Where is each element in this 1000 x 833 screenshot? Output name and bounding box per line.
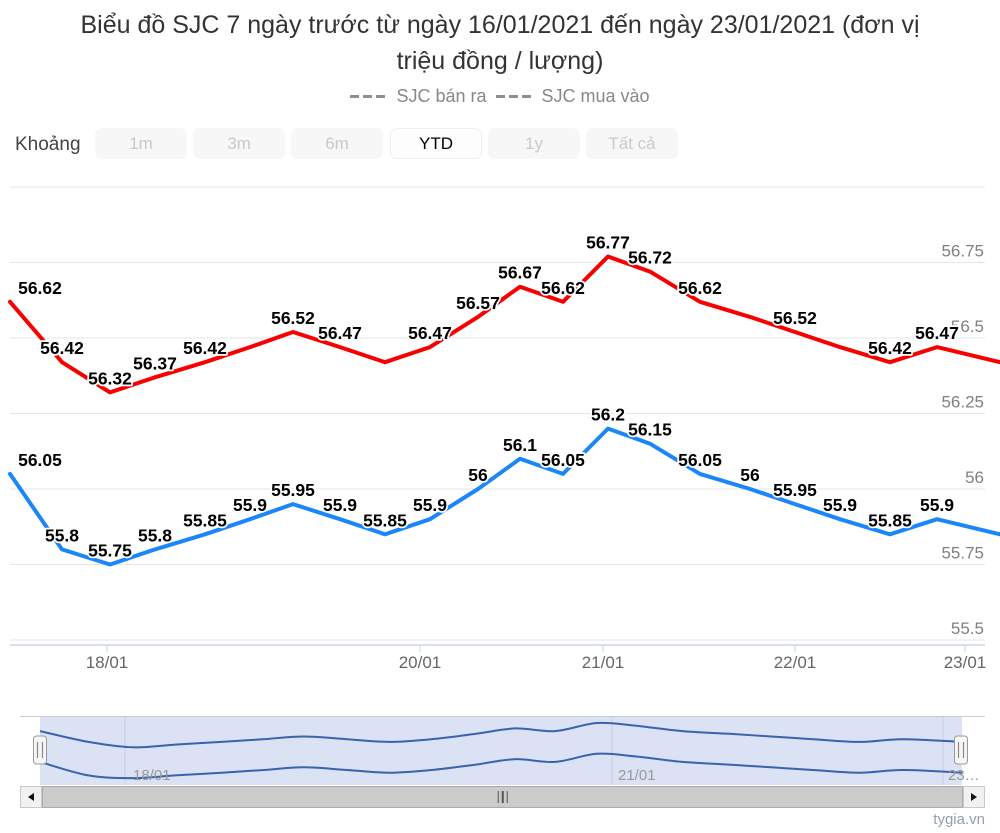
range-button-ytd[interactable]: YTD <box>390 128 482 159</box>
legend-item-mua-vao[interactable]: SJC mua vào <box>541 86 650 106</box>
data-label: 56.52 <box>271 308 315 328</box>
range-button-3m[interactable]: 3m <box>193 128 285 159</box>
data-label: 55.9 <box>823 495 857 515</box>
data-label: 56.77 <box>586 233 630 253</box>
data-label: 55.75 <box>88 541 132 561</box>
data-label: 56.05 <box>678 450 722 470</box>
range-selector-label: Khoảng <box>15 134 81 155</box>
data-label: 56.2 <box>591 405 625 425</box>
x-axis-label: 22/01 <box>774 653 817 672</box>
data-label: 55.9 <box>413 495 447 515</box>
y-axis-label: 55.75 <box>941 544 984 563</box>
data-label: 56.72 <box>628 248 672 268</box>
navigator-axis-label: 21/01 <box>618 767 656 784</box>
navigator-left-handle[interactable] <box>33 735 47 765</box>
range-button-1y[interactable]: 1y <box>488 128 580 159</box>
data-label: 55.8 <box>45 525 79 545</box>
scrollbar-right-button[interactable] <box>963 786 985 808</box>
data-label: 56.67 <box>498 263 542 283</box>
navigator-axis-label: 23… <box>948 767 980 784</box>
scrollbar-thumb[interactable] <box>42 786 963 808</box>
scrollbar-left-button[interactable] <box>20 786 42 808</box>
data-label: 56.57 <box>456 293 500 313</box>
x-axis-label: 23/01 <box>944 653 987 672</box>
x-axis-label: 21/01 <box>582 653 625 672</box>
data-label: 56.52 <box>773 308 817 328</box>
y-axis-label: 56.25 <box>941 393 984 412</box>
data-label: 56.47 <box>915 323 959 343</box>
data-label: 55.95 <box>271 480 315 500</box>
range-button-1m[interactable]: 1m <box>95 128 187 159</box>
grip-lines-icon <box>497 791 508 803</box>
triangle-right-icon <box>971 793 977 801</box>
data-label: 56.1 <box>503 435 537 455</box>
scrollbar <box>20 786 985 808</box>
data-label: 56.42 <box>40 338 84 358</box>
y-axis-label: 56.5 <box>951 317 984 336</box>
series-line-mua-vao[interactable] <box>8 426 1000 567</box>
data-label: 56.42 <box>183 338 227 358</box>
data-label: 56.15 <box>628 420 672 440</box>
data-label: 56 <box>468 465 488 485</box>
navigator-series-mua-vao <box>39 752 963 780</box>
data-label: 55.95 <box>773 480 817 500</box>
legend-dash-icon <box>495 95 533 98</box>
data-label: 56.32 <box>88 368 132 388</box>
series-line-ban-ra[interactable] <box>8 254 1000 395</box>
range-button-all[interactable]: Tất cả <box>586 128 678 159</box>
data-label: 56.47 <box>318 323 362 343</box>
data-label: 56.62 <box>541 278 585 298</box>
legend-item-ban-ra[interactable]: SJC bán ra <box>396 86 487 106</box>
chart-title: Biểu đồ SJC 7 ngày trước từ ngày 16/01/2… <box>80 11 920 75</box>
y-axis-label: 55.5 <box>951 619 984 638</box>
x-axis-label: 18/01 <box>86 653 129 672</box>
data-label: 56.47 <box>408 323 452 343</box>
data-label: 55.85 <box>183 510 227 530</box>
data-label: 55.9 <box>233 495 267 515</box>
data-label: 55.85 <box>363 510 407 530</box>
data-label: 56.37 <box>133 353 177 373</box>
range-button-6m[interactable]: 6m <box>291 128 383 159</box>
y-axis-label: 56 <box>965 468 984 487</box>
data-label: 55.85 <box>868 510 912 530</box>
navigator-axis-label: 18/01 <box>133 767 171 784</box>
data-label: 56.05 <box>541 450 585 470</box>
navigator-right-handle[interactable] <box>954 735 968 765</box>
data-label: 55.8 <box>138 525 172 545</box>
triangle-left-icon <box>28 793 34 801</box>
navigator-series-ban-ra <box>39 721 963 749</box>
x-axis-label: 20/01 <box>399 653 442 672</box>
data-label: 56.62 <box>18 278 62 298</box>
data-label: 56.42 <box>868 338 912 358</box>
data-label: 55.9 <box>920 495 954 515</box>
data-label: 56.62 <box>678 278 722 298</box>
credit-link[interactable]: tygia.vn <box>933 811 985 828</box>
data-label: 55.9 <box>323 495 357 515</box>
legend-dash-icon <box>350 95 388 98</box>
legend: SJC bán ra SJC mua vào <box>0 86 1000 107</box>
data-label: 56.05 <box>18 450 62 470</box>
data-label: 56 <box>740 465 760 485</box>
y-axis-label: 56.75 <box>941 242 984 261</box>
